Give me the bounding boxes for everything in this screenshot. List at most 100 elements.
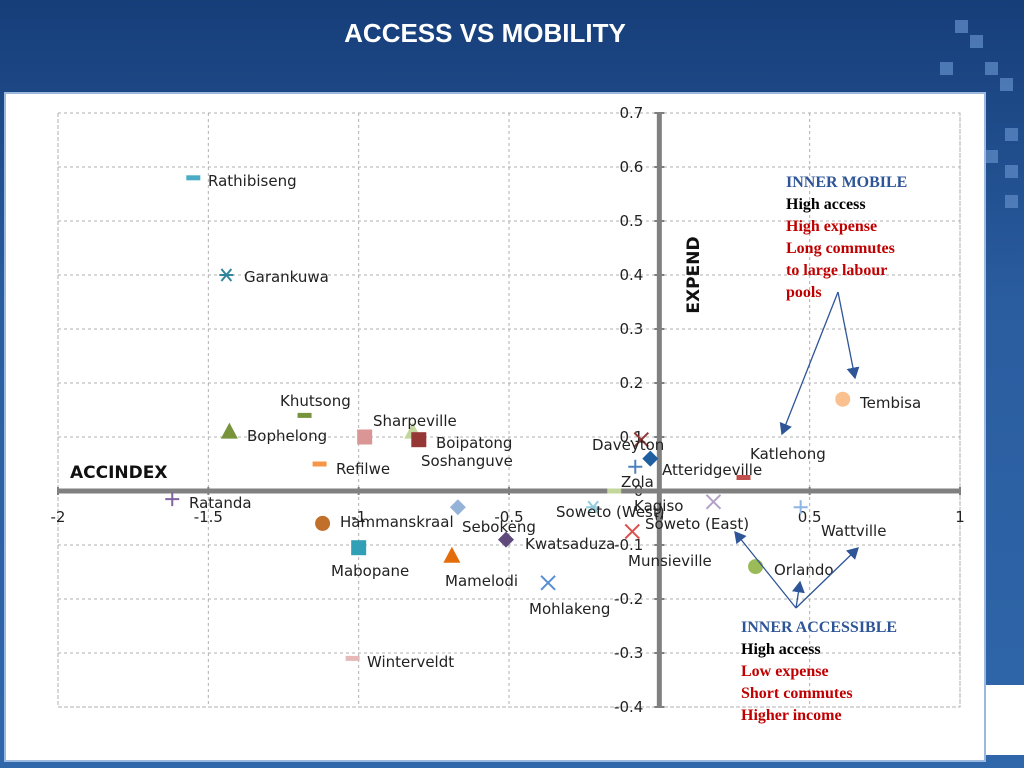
point-label: Daveyton	[592, 436, 664, 454]
decor-tile	[1005, 128, 1018, 141]
point-daveyton	[633, 431, 650, 448]
point-label: Soweto (East)	[645, 515, 749, 533]
point-label: Sharpeville	[373, 412, 457, 430]
decor-tile	[1005, 195, 1018, 208]
point-boipatong	[411, 432, 427, 448]
annotation-line: Long commutes	[786, 240, 895, 257]
point-label: Khutsong	[280, 392, 351, 410]
point-mamelodi	[443, 546, 461, 563]
y-tick-label: 0.3	[619, 320, 643, 338]
point-ratanda	[165, 492, 180, 507]
annotation-arrow	[779, 291, 839, 436]
decor-tile	[985, 150, 998, 163]
point-label: Kwatsaduza	[525, 535, 615, 553]
point-sebokeng	[449, 499, 466, 516]
y-tick-label: 0.5	[619, 212, 643, 230]
annotation-line: High expense	[786, 218, 877, 235]
annotation-line: pools	[786, 284, 822, 301]
point-label: Boipatong	[436, 434, 512, 452]
x-tick-label: -2	[51, 508, 66, 526]
point-label: Wattville	[821, 522, 886, 540]
annotation-arrow	[795, 547, 859, 609]
annotation-arrow	[791, 580, 805, 609]
x-tick-label: 0.5	[798, 508, 822, 526]
y-tick-label: 0.4	[619, 266, 643, 284]
point-hammanskraal	[315, 515, 331, 531]
point-munsieville	[624, 523, 640, 540]
x-tick-label: 1	[955, 508, 965, 526]
annotation-arrow	[837, 291, 860, 380]
point-label: Tembisa	[859, 394, 921, 412]
point-label: Sebokeng	[462, 518, 536, 536]
point-tembisa	[835, 391, 851, 407]
y-tick-label: -0.2	[614, 590, 643, 608]
point-label: Mohlakeng	[529, 600, 610, 618]
point-khutsong	[297, 412, 312, 418]
point-label: Zola	[621, 473, 654, 491]
annotation-arrow	[734, 530, 797, 609]
y-tick-label: 0.6	[619, 158, 643, 176]
point-soweto-east	[705, 494, 722, 510]
decor-tile	[1000, 78, 1013, 91]
decor-tile	[970, 35, 983, 48]
point-label: Katlehong	[750, 445, 826, 463]
annotation-line: High access	[786, 196, 866, 213]
point-winterveldt	[345, 655, 360, 661]
decor-tile	[985, 62, 998, 75]
x-axis-title: ACCINDEX	[70, 463, 168, 483]
annotation-line: to large labour	[786, 262, 887, 279]
point-soweto-west	[586, 500, 601, 514]
decor-tile	[940, 62, 953, 75]
point-label: Munsieville	[628, 552, 712, 570]
y-tick-label: -0.3	[614, 644, 643, 662]
point-atteridgeville	[642, 450, 659, 467]
decor-tile	[1005, 165, 1018, 178]
annotation-line: High access	[741, 641, 821, 658]
x-tick-label: -1.5	[194, 508, 223, 526]
point-katlehong	[736, 475, 751, 480]
x-tick-label: -0.5	[494, 508, 523, 526]
point-orlando	[748, 559, 764, 575]
point-rathibiseng	[186, 175, 201, 181]
y-tick-label: -0.4	[614, 698, 643, 716]
point-kagiso	[607, 488, 622, 494]
point-label: Kagiso	[634, 497, 683, 515]
annotation-title: INNER ACCESSIBLE	[741, 619, 897, 636]
x-tick-label: -1	[351, 508, 366, 526]
point-label: Refilwe	[336, 460, 390, 478]
point-zola	[628, 459, 643, 474]
chart-panel	[4, 92, 986, 762]
point-mabopane	[351, 540, 367, 556]
point-label: Bophelong	[247, 427, 327, 445]
point-label: Rathibiseng	[208, 172, 297, 190]
y-tick-label: 0.2	[619, 374, 643, 392]
y-axis-title: EXPEND	[684, 236, 704, 313]
annotation-line: Low expense	[741, 663, 829, 680]
point-label: Soshanguve	[421, 452, 513, 470]
point-label: Orlando	[774, 561, 834, 579]
decorative-band	[986, 685, 1024, 755]
y-tick-label: 0.1	[619, 428, 643, 446]
y-tick-label: -0.1	[614, 536, 643, 554]
point-bophelong	[220, 422, 238, 439]
point-label: Atteridgeville	[662, 461, 762, 479]
point-label: Mamelodi	[445, 572, 518, 590]
point-label: Hammanskraal	[340, 513, 454, 531]
point-label: Soweto (West)	[556, 503, 665, 521]
y-tick-label: 0.7	[619, 104, 643, 122]
point-label: Garankuwa	[244, 268, 329, 286]
point-wattville	[793, 500, 808, 515]
slide-title: ACCESS VS MOBILITY	[344, 18, 626, 48]
annotation-line: Short commutes	[741, 685, 853, 702]
annotation-line: Higher income	[741, 707, 842, 724]
point-refilwe	[312, 461, 327, 467]
point-garankuwa	[219, 268, 234, 282]
point-label: Ratanda	[189, 494, 252, 512]
point-label: Mabopane	[331, 562, 409, 580]
decor-tile	[955, 20, 968, 33]
point-kwatsaduza	[497, 531, 514, 548]
annotation-title: INNER MOBILE	[786, 174, 907, 191]
point-mohlakeng	[540, 575, 556, 591]
point-sharpeville	[357, 429, 373, 445]
